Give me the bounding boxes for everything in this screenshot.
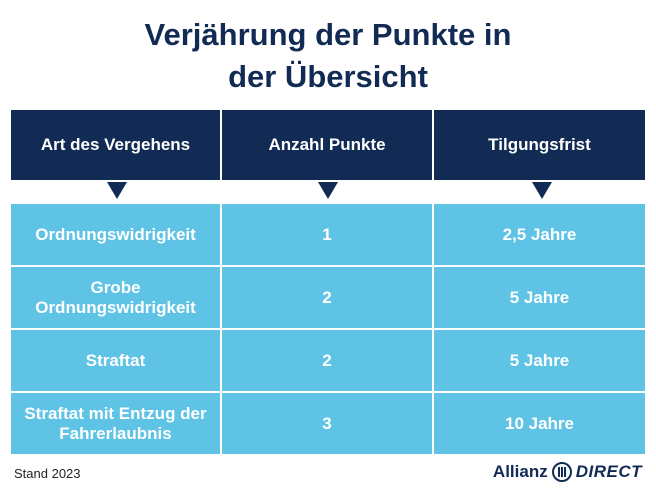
arrow-down-icon bbox=[532, 182, 552, 199]
arrow-down-icon bbox=[318, 182, 338, 199]
stand-label: Stand 2023 bbox=[14, 466, 81, 481]
brand-direct: DIRECT bbox=[575, 462, 642, 481]
points-table: Art des Vergehens Anzahl Punkte Tilgungs… bbox=[11, 110, 645, 454]
cell-offense: Straftat bbox=[11, 330, 222, 391]
cell-period: 5 Jahre bbox=[509, 350, 570, 370]
header-period: Tilgungsfrist bbox=[434, 110, 645, 180]
cell-period: 2,5 Jahre bbox=[502, 224, 577, 244]
cell-offense: Grobe Ordnungswidrigkeit bbox=[11, 267, 222, 328]
cell-points: 2 bbox=[222, 267, 434, 328]
title-line-1: Verjährung der Punkte in bbox=[144, 17, 512, 52]
cell-offense: Ordnungswidrigkeit bbox=[11, 204, 222, 265]
header-arrows bbox=[11, 180, 645, 204]
allianz-eagle-icon bbox=[551, 462, 572, 482]
table-row: Straftat 2 5 Jahre bbox=[11, 330, 645, 393]
table-row: Grobe Ordnungswidrigkeit 2 5 Jahre bbox=[11, 267, 645, 330]
arrow-down-icon bbox=[107, 182, 127, 199]
title-line-2: der Übersicht bbox=[228, 59, 428, 94]
allianz-direct-logo: Allianz DIRECT bbox=[493, 462, 642, 482]
header-points: Anzahl Punkte bbox=[222, 110, 434, 180]
table-row: Straftat mit Entzug der Fahrerlaubnis 3 … bbox=[11, 393, 645, 454]
header-offense: Art des Vergehens bbox=[11, 110, 222, 180]
cell-points: 2 bbox=[222, 330, 434, 391]
cell-period: 10 Jahre bbox=[505, 413, 574, 433]
table-row: Ordnungswidrigkeit 1 2,5 Jahre bbox=[11, 204, 645, 267]
cell-period: 5 Jahre bbox=[509, 287, 570, 307]
cell-offense: Straftat mit Entzug der Fahrerlaubnis bbox=[11, 393, 222, 454]
cell-points: 1 bbox=[222, 204, 434, 265]
page-title: Verjährung der Punkte in der Übersicht bbox=[0, 14, 656, 98]
brand-allianz: Allianz bbox=[492, 462, 548, 481]
table-header-row: Art des Vergehens Anzahl Punkte Tilgungs… bbox=[11, 110, 645, 180]
cell-points: 3 bbox=[222, 393, 434, 454]
